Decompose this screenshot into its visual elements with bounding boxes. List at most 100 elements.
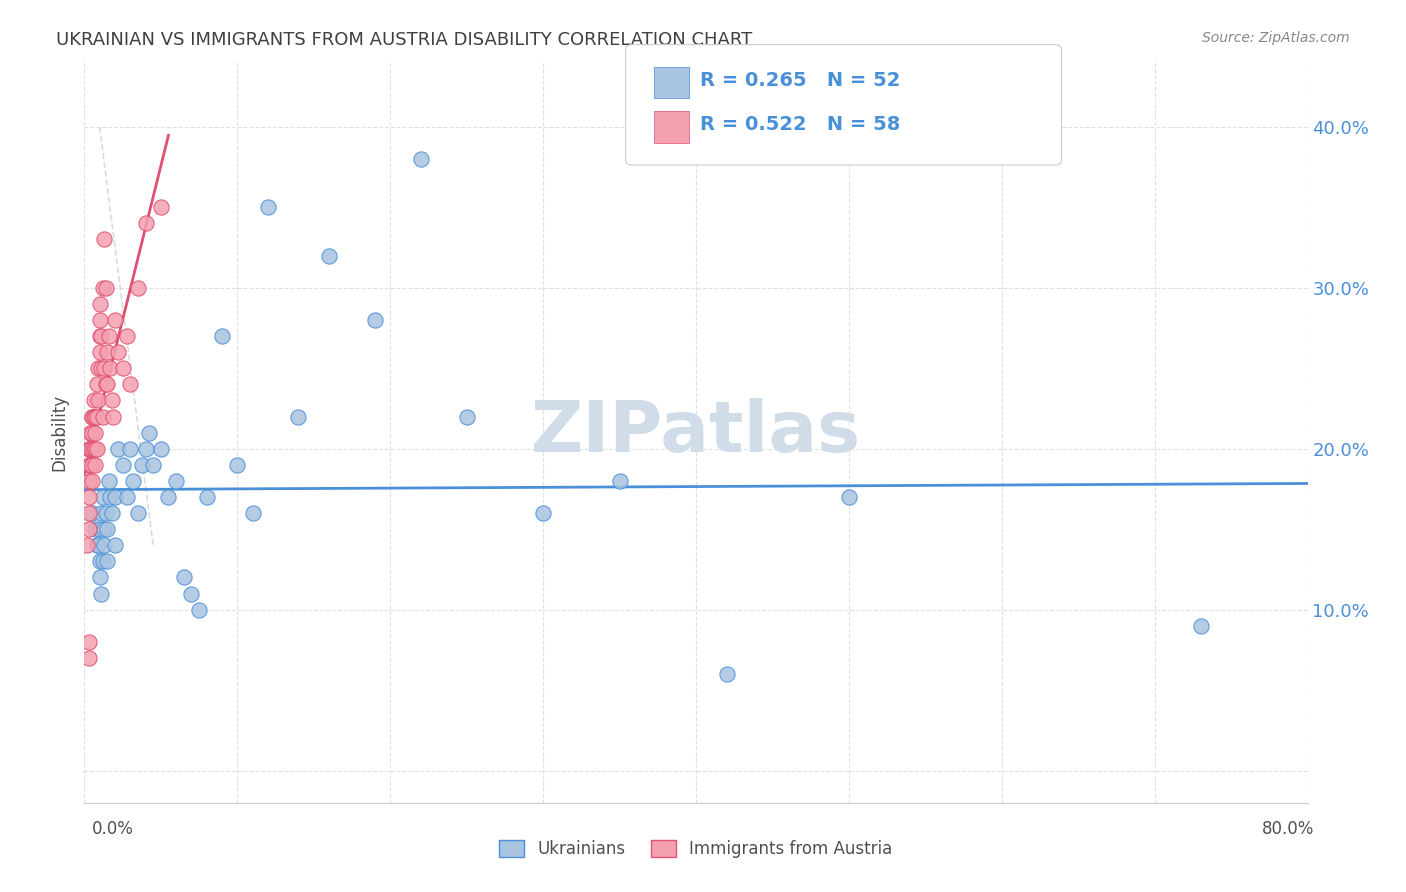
Point (77, 635, 100, 649)
Point (86, 377, 108, 392)
Text: 80.0%: 80.0% (1263, 820, 1315, 838)
Point (96, 522, 118, 536)
Point (91, 409, 114, 424)
Point (79, 442, 101, 456)
Point (77, 474, 100, 488)
Point (257, 200, 280, 214)
Point (77, 442, 100, 456)
Point (115, 490, 138, 504)
Point (86, 409, 108, 424)
Point (77, 522, 100, 536)
Point (79, 425, 101, 440)
Point (89, 345, 111, 359)
Point (364, 313, 387, 327)
Point (93, 232, 115, 246)
Point (86, 442, 108, 456)
Point (89, 554, 111, 568)
Point (111, 458, 134, 472)
Point (101, 506, 124, 520)
Point (142, 458, 165, 472)
Point (89, 522, 111, 536)
Point (226, 458, 249, 472)
Point (80, 425, 103, 440)
Point (91, 281, 114, 295)
Point (120, 442, 142, 456)
Point (84, 409, 107, 424)
Point (149, 442, 172, 456)
Point (188, 602, 211, 616)
Point (83, 393, 105, 408)
Point (131, 458, 153, 472)
Point (165, 474, 187, 488)
Point (98, 361, 121, 376)
Point (456, 409, 478, 424)
Point (716, 667, 738, 681)
Point (80, 442, 103, 456)
Point (80, 409, 103, 424)
Point (122, 474, 145, 488)
Point (84, 522, 107, 536)
Point (318, 249, 340, 263)
Point (157, 490, 180, 504)
Point (89, 329, 111, 343)
Point (135, 442, 157, 456)
Point (80, 506, 103, 520)
Text: Source: ZipAtlas.com: Source: ZipAtlas.com (1202, 31, 1350, 45)
Point (97, 329, 120, 343)
Point (77, 442, 100, 456)
Text: ZIPatlas: ZIPatlas (531, 398, 860, 467)
Point (90, 586, 112, 600)
Point (93, 361, 115, 376)
Point (77, 651, 100, 665)
Point (87, 538, 110, 552)
Point (195, 490, 218, 504)
Point (101, 393, 124, 408)
Point (89, 570, 111, 584)
Point (107, 345, 129, 359)
Point (242, 506, 264, 520)
Point (80, 409, 103, 424)
Point (86, 538, 108, 552)
Point (90, 361, 112, 376)
Point (84, 458, 107, 472)
Text: 0.0%: 0.0% (91, 820, 134, 838)
Point (80, 474, 103, 488)
Point (531, 506, 554, 520)
Point (77, 506, 100, 520)
Point (180, 586, 202, 600)
Point (104, 313, 127, 327)
Point (96, 377, 118, 392)
Point (1189, 619, 1212, 633)
Point (91, 490, 114, 504)
Y-axis label: Disability: Disability (51, 394, 69, 471)
Point (94, 377, 117, 392)
Point (77, 458, 100, 472)
Point (127, 506, 149, 520)
Point (93, 538, 115, 552)
Point (98, 490, 121, 504)
Point (90, 506, 112, 520)
Point (87, 393, 110, 408)
Point (609, 474, 631, 488)
Point (138, 425, 160, 440)
Point (79, 458, 101, 472)
Point (83, 442, 105, 456)
Point (87, 361, 110, 376)
Point (409, 152, 432, 166)
Point (96, 554, 118, 568)
Point (120, 377, 142, 392)
Legend: Ukrainians, Immigrants from Austria: Ukrainians, Immigrants from Austria (492, 833, 900, 865)
Point (104, 538, 127, 552)
Point (96, 345, 118, 359)
Point (287, 409, 309, 424)
Point (173, 570, 195, 584)
Text: R = 0.522   N = 58: R = 0.522 N = 58 (700, 115, 901, 135)
Text: R = 0.265   N = 52: R = 0.265 N = 52 (700, 70, 901, 90)
Point (89, 297, 111, 311)
Point (149, 200, 172, 214)
Point (104, 490, 127, 504)
Point (89, 313, 111, 327)
Text: UKRAINIAN VS IMMIGRANTS FROM AUSTRIA DISABILITY CORRELATION CHART: UKRAINIAN VS IMMIGRANTS FROM AUSTRIA DIS… (56, 31, 752, 49)
Point (94, 281, 117, 295)
Point (107, 442, 129, 456)
